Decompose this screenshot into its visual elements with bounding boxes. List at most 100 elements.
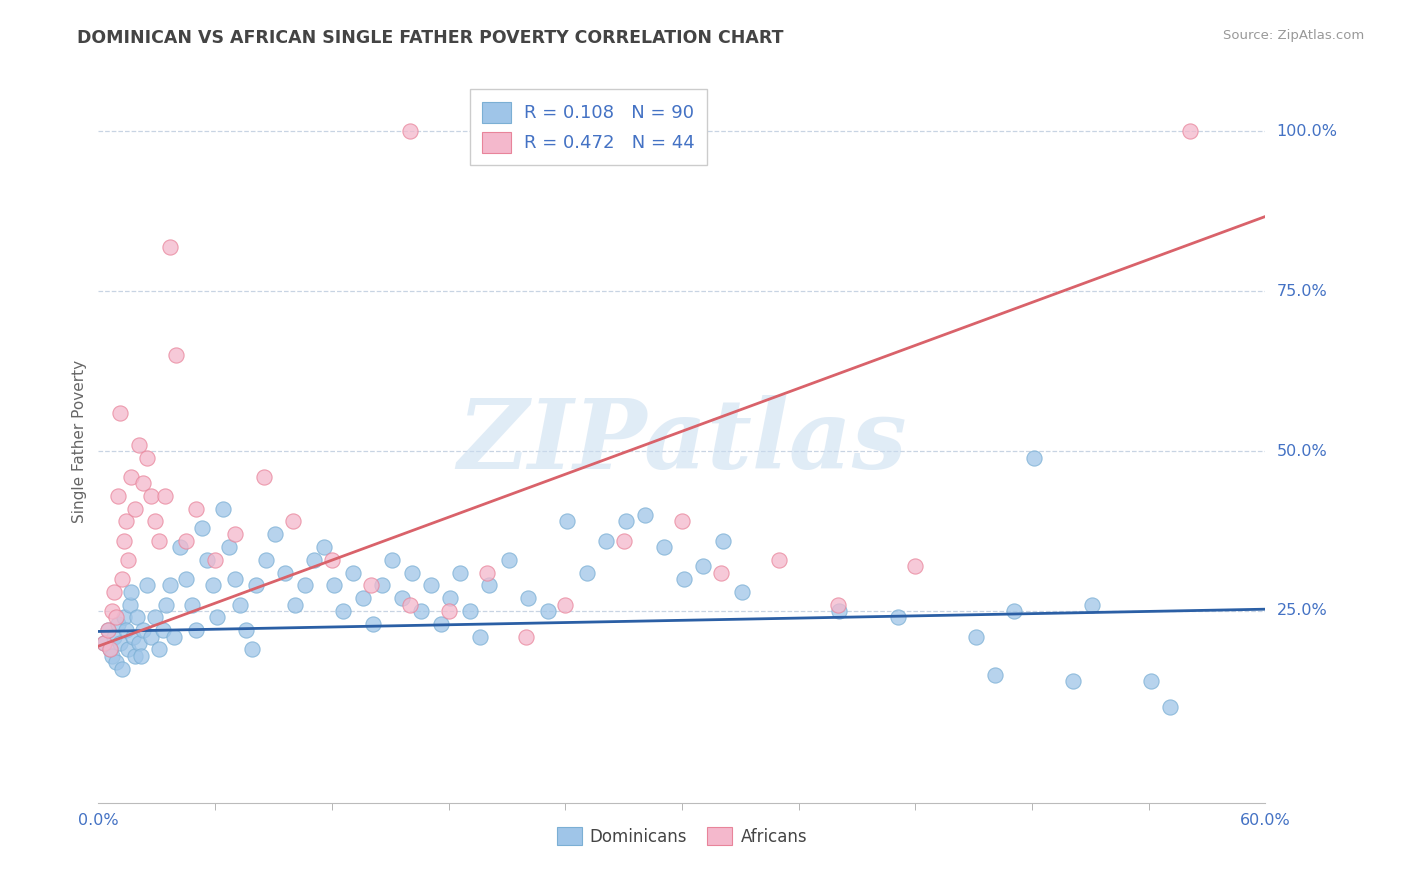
Point	[163, 630, 186, 644]
Point	[245, 578, 267, 592]
Point	[575, 566, 598, 580]
Point	[204, 553, 226, 567]
Point	[118, 598, 141, 612]
Point	[1062, 674, 1084, 689]
Point	[159, 578, 181, 592]
Point	[281, 515, 304, 529]
Point	[672, 572, 695, 586]
Point	[108, 636, 131, 650]
Point	[710, 566, 733, 580]
Point	[1159, 699, 1181, 714]
Point	[517, 591, 540, 606]
Point	[107, 489, 129, 503]
Point	[127, 610, 149, 624]
Point	[827, 598, 849, 612]
Point	[224, 572, 246, 586]
Point	[93, 636, 115, 650]
Point	[253, 469, 276, 483]
Point	[965, 630, 987, 644]
Point	[768, 553, 790, 567]
Text: 50.0%: 50.0%	[1277, 443, 1327, 458]
Point	[537, 604, 560, 618]
Text: ZIPatlas: ZIPatlas	[457, 394, 907, 489]
Point	[515, 630, 537, 644]
Point	[155, 598, 177, 612]
Point	[1178, 124, 1201, 138]
Point	[212, 501, 235, 516]
Point	[111, 572, 134, 586]
Point	[555, 515, 578, 529]
Point	[398, 124, 420, 138]
Point	[136, 450, 159, 465]
Point	[180, 598, 202, 612]
Point	[229, 598, 252, 612]
Point	[128, 636, 150, 650]
Legend: Dominicans, Africans: Dominicans, Africans	[550, 821, 814, 852]
Point	[114, 515, 136, 529]
Point	[332, 604, 354, 618]
Point	[411, 604, 433, 618]
Point	[554, 598, 576, 612]
Point	[129, 648, 152, 663]
Point	[613, 533, 636, 548]
Point	[139, 630, 162, 644]
Point	[98, 642, 121, 657]
Point	[468, 630, 491, 644]
Point	[391, 591, 413, 606]
Point	[352, 591, 374, 606]
Point	[117, 553, 139, 567]
Point	[240, 642, 263, 657]
Point	[104, 610, 127, 624]
Point	[148, 642, 170, 657]
Point	[711, 533, 734, 548]
Point	[1081, 598, 1104, 612]
Point	[439, 591, 461, 606]
Point	[437, 604, 460, 618]
Point	[401, 566, 423, 580]
Point	[284, 598, 307, 612]
Point	[381, 553, 404, 567]
Point	[153, 489, 176, 503]
Point	[111, 661, 134, 675]
Point	[107, 616, 129, 631]
Point	[254, 553, 277, 567]
Point	[136, 578, 159, 592]
Point	[184, 623, 207, 637]
Point	[124, 501, 146, 516]
Point	[671, 515, 693, 529]
Point	[143, 610, 166, 624]
Point	[124, 648, 146, 663]
Point	[887, 610, 910, 624]
Point	[498, 553, 520, 567]
Point	[101, 648, 124, 663]
Point	[148, 533, 170, 548]
Point	[93, 636, 115, 650]
Point	[195, 553, 218, 567]
Point	[122, 630, 145, 644]
Point	[654, 540, 676, 554]
Point	[224, 527, 246, 541]
Point	[165, 348, 187, 362]
Point	[218, 540, 240, 554]
Point	[614, 515, 637, 529]
Point	[101, 604, 124, 618]
Point	[322, 578, 344, 592]
Point	[190, 521, 212, 535]
Point	[304, 553, 326, 567]
Point	[104, 655, 127, 669]
Point	[449, 566, 471, 580]
Point	[202, 578, 225, 592]
Point	[132, 623, 155, 637]
Point	[274, 566, 297, 580]
Point	[97, 623, 120, 637]
Point	[112, 610, 135, 624]
Point	[174, 533, 197, 548]
Point	[458, 604, 481, 618]
Point	[429, 616, 451, 631]
Point	[117, 642, 139, 657]
Point	[103, 584, 125, 599]
Point	[143, 515, 166, 529]
Point	[478, 578, 501, 592]
Point	[121, 584, 143, 599]
Point	[174, 572, 197, 586]
